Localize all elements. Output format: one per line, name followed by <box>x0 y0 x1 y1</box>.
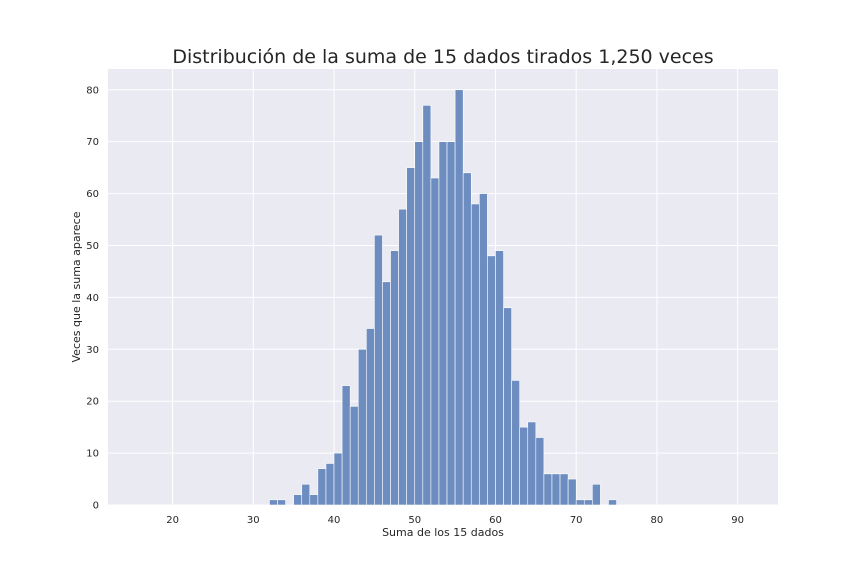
histogram-bar <box>462 172 472 506</box>
x-axis-ticks: 20 30 40 50 60 70 80 90 <box>166 515 744 526</box>
histogram-bar <box>583 499 593 506</box>
histogram-bar <box>503 307 512 506</box>
histogram-bar <box>309 494 319 506</box>
x-tick-label: 70 <box>570 515 583 526</box>
histogram-bar <box>495 250 504 506</box>
y-tick-label: 10 <box>86 449 99 460</box>
histogram-bar <box>446 141 456 506</box>
histogram-bar <box>559 473 569 506</box>
y-tick-label: 60 <box>86 189 99 200</box>
histogram-bar <box>414 141 424 506</box>
y-tick-label: 50 <box>86 241 99 252</box>
y-axis-label: Veces que la suma aparece <box>70 211 83 362</box>
histogram-bar <box>543 473 553 506</box>
y-tick-label: 40 <box>86 293 99 304</box>
y-tick-label: 0 <box>93 501 99 512</box>
histogram-bar <box>438 141 448 506</box>
histogram-bar <box>422 105 432 506</box>
histogram-bar <box>592 483 601 506</box>
histogram-bar <box>567 478 577 506</box>
histogram-bar <box>325 463 335 506</box>
y-tick-label: 70 <box>86 137 99 148</box>
histogram-bar <box>406 167 416 506</box>
histogram-bar <box>398 208 407 506</box>
histogram-bar <box>551 473 561 506</box>
y-tick-label: 30 <box>86 345 99 356</box>
y-tick-label: 80 <box>86 85 99 96</box>
x-tick-label: 20 <box>166 515 179 526</box>
histogram-bar <box>374 234 383 506</box>
histogram-bar <box>511 380 520 506</box>
x-tick-label: 40 <box>328 515 341 526</box>
chart-title: Distribución de la suma de 15 dados tira… <box>172 46 713 68</box>
y-axis-ticks: 0 10 20 30 40 50 60 70 80 <box>86 85 99 511</box>
histogram-bar <box>608 499 617 506</box>
x-tick-label: 30 <box>247 515 260 526</box>
histogram-bar <box>479 193 488 506</box>
histogram-bar <box>317 468 327 506</box>
histogram-bar <box>333 452 343 506</box>
histogram-bar <box>277 499 286 506</box>
x-tick-label: 90 <box>731 515 744 526</box>
histogram-bar <box>470 203 480 506</box>
histogram-bar <box>535 437 545 506</box>
histogram-bars <box>269 89 617 506</box>
histogram-bar <box>454 89 464 506</box>
x-axis-label: Suma de los 15 dados <box>382 526 504 539</box>
histogram-bar <box>430 177 440 506</box>
histogram-bar <box>293 494 303 506</box>
histogram-bar <box>382 281 391 506</box>
histogram-bar <box>575 499 585 506</box>
histogram-bar <box>527 421 537 506</box>
histogram-bar <box>269 499 278 506</box>
x-tick-label: 60 <box>489 515 502 526</box>
histogram-bar <box>357 348 367 506</box>
histogram-bar <box>366 328 375 506</box>
x-tick-label: 80 <box>651 515 664 526</box>
histogram-bar <box>349 406 359 506</box>
histogram-bar <box>301 483 311 506</box>
histogram-bar <box>341 385 351 506</box>
histogram-bar <box>519 426 529 506</box>
y-tick-label: 20 <box>86 397 99 408</box>
x-tick-label: 50 <box>408 515 421 526</box>
histogram-bar <box>390 250 399 506</box>
histogram-bar <box>487 255 496 506</box>
